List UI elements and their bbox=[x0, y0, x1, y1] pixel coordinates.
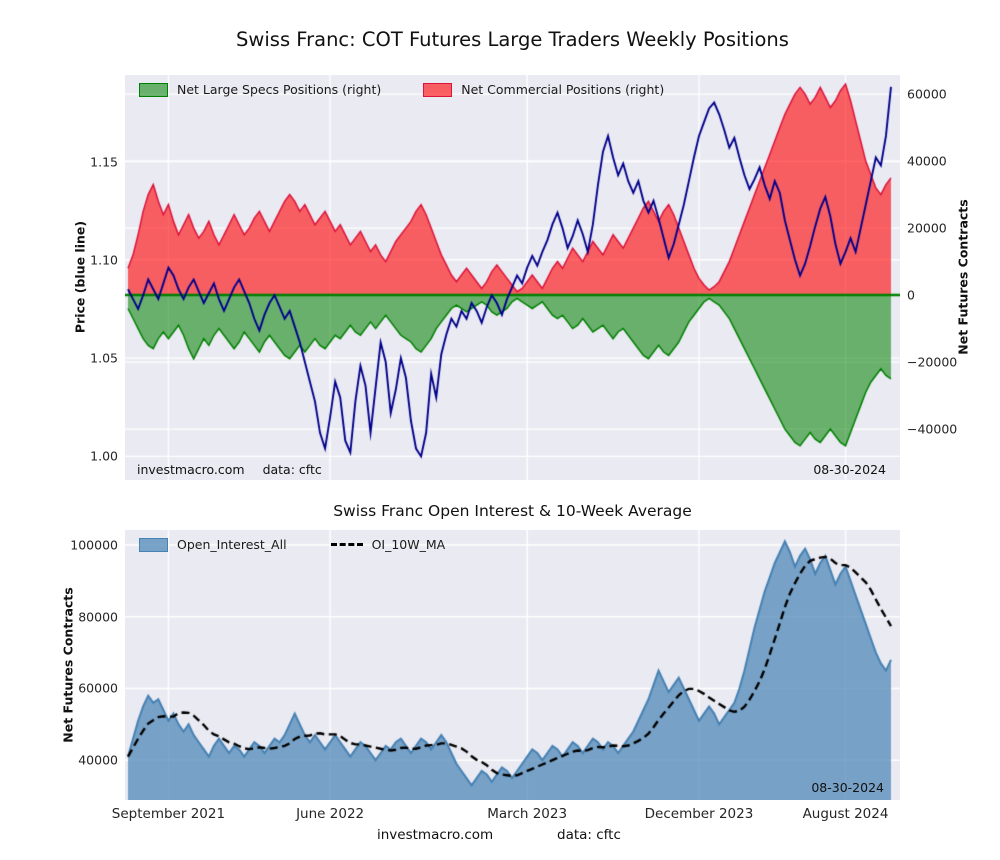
dashed-line-swatch bbox=[330, 543, 363, 546]
tick-label: 80000 bbox=[78, 609, 118, 625]
tick-label: December 2023 bbox=[644, 806, 754, 822]
tick-label: August 2024 bbox=[802, 806, 889, 822]
cot-legend: Net Large Specs Positions (right) Net Co… bbox=[139, 82, 664, 97]
tick-label: 100000 bbox=[70, 537, 118, 553]
tick-label: 20000 bbox=[907, 220, 947, 236]
net-contracts-axis-label-top: Net Futures Contracts bbox=[955, 199, 971, 355]
tick-label: 1.00 bbox=[90, 448, 118, 464]
oi-chart-canvas bbox=[125, 530, 900, 800]
price-axis-label: Price (blue line) bbox=[72, 220, 88, 334]
legend-label-oi-ma: OI_10W_MA bbox=[371, 537, 446, 552]
legend-entry-open-interest: Open_Interest_All bbox=[139, 537, 287, 552]
cot-chart-canvas bbox=[125, 75, 900, 480]
tick-label: 1.05 bbox=[90, 350, 118, 366]
legend-entry-large-specs: Net Large Specs Positions (right) bbox=[139, 82, 381, 97]
footer-watermark: investmacro.com bbox=[377, 827, 494, 843]
tick-label: June 2022 bbox=[296, 806, 365, 822]
tick-label: 1.15 bbox=[90, 154, 118, 169]
chart-title: Swiss Franc: COT Futures Large Traders W… bbox=[236, 28, 789, 51]
tick-label: 0 bbox=[907, 287, 915, 303]
red-swatch bbox=[423, 82, 453, 97]
date-annotation-top: 08-30-2024 bbox=[813, 462, 886, 477]
legend-label-large-specs: Net Large Specs Positions (right) bbox=[177, 82, 382, 97]
legend-entry-commercials: Net Commercial Positions (right) bbox=[423, 82, 664, 97]
tick-label: −20000 bbox=[907, 354, 958, 370]
data-source-text: data: cftc bbox=[262, 462, 322, 477]
tick-label: 1.10 bbox=[90, 252, 118, 268]
tick-label: September 2021 bbox=[111, 806, 226, 822]
tick-label: March 2023 bbox=[487, 806, 568, 822]
tick-label: 40000 bbox=[78, 752, 118, 768]
legend-entry-oi-ma: OI_10W_MA bbox=[330, 537, 446, 552]
date-annotation-bottom: 08-30-2024 bbox=[811, 780, 884, 795]
watermark-text: investmacro.com bbox=[137, 462, 245, 477]
tick-label: 60000 bbox=[78, 680, 118, 696]
legend-label-open-interest: Open_Interest_All bbox=[177, 537, 287, 552]
tick-label: 40000 bbox=[907, 153, 947, 169]
tick-label: 60000 bbox=[907, 86, 947, 102]
green-swatch bbox=[139, 82, 168, 97]
tick-label: −40000 bbox=[907, 421, 958, 437]
footer-source: data: cftc bbox=[557, 827, 621, 843]
oi-legend: Open_Interest_All OI_10W_MA bbox=[139, 537, 445, 552]
blue-swatch bbox=[139, 537, 168, 552]
legend-label-commercials: Net Commercial Positions (right) bbox=[461, 82, 665, 97]
watermark-annotation-top: investmacro.com data: cftc bbox=[137, 462, 336, 477]
oi-chart-title: Swiss Franc Open Interest & 10-Week Aver… bbox=[333, 502, 692, 520]
net-contracts-axis-label-bottom: Net Futures Contracts bbox=[60, 587, 76, 743]
